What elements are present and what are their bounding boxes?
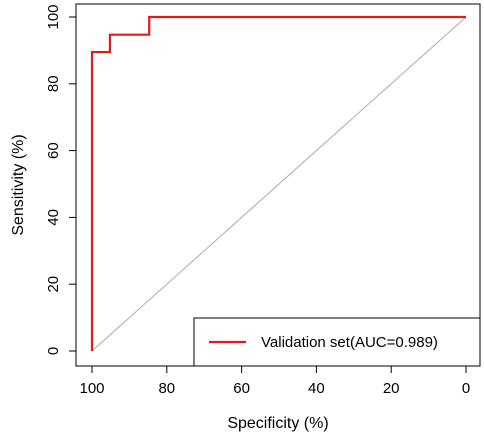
x-axis-title: Specificity (%) [227, 415, 328, 432]
y-tick-label: 60 [45, 142, 62, 159]
y-tick-label: 40 [45, 209, 62, 226]
x-tick-label: 20 [383, 380, 400, 397]
y-tick-label: 80 [45, 75, 62, 92]
reference-diagonal-line [91, 16, 467, 352]
y-tick-label: 0 [45, 347, 62, 355]
x-tick-label: 100 [79, 380, 104, 397]
legend: Validation set(AUC=0.989) [193, 317, 481, 367]
legend-label: Validation set(AUC=0.989) [261, 334, 438, 351]
y-tick-label: 100 [45, 4, 62, 29]
roc-curve-line [90, 15, 466, 351]
x-tick-label: 60 [233, 380, 250, 397]
x-tick-label: 80 [158, 380, 175, 397]
x-tick-label: 0 [462, 380, 470, 397]
y-axis: 0 20 40 60 80 100 [45, 4, 77, 355]
y-tick-label: 20 [45, 276, 62, 293]
y-axis-title: Sensitivity (%) [10, 134, 27, 235]
x-tick-label: 40 [308, 380, 325, 397]
